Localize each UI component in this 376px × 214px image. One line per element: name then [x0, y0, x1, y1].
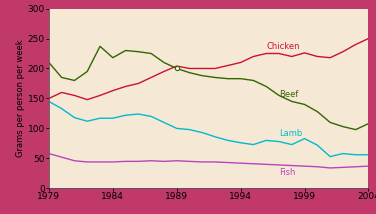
Y-axis label: Grams per person per week: Grams per person per week	[16, 40, 25, 157]
Text: Beef: Beef	[279, 90, 299, 99]
Text: Lamb: Lamb	[279, 129, 302, 138]
Text: Fish: Fish	[279, 168, 296, 177]
Text: Chicken: Chicken	[266, 42, 300, 51]
